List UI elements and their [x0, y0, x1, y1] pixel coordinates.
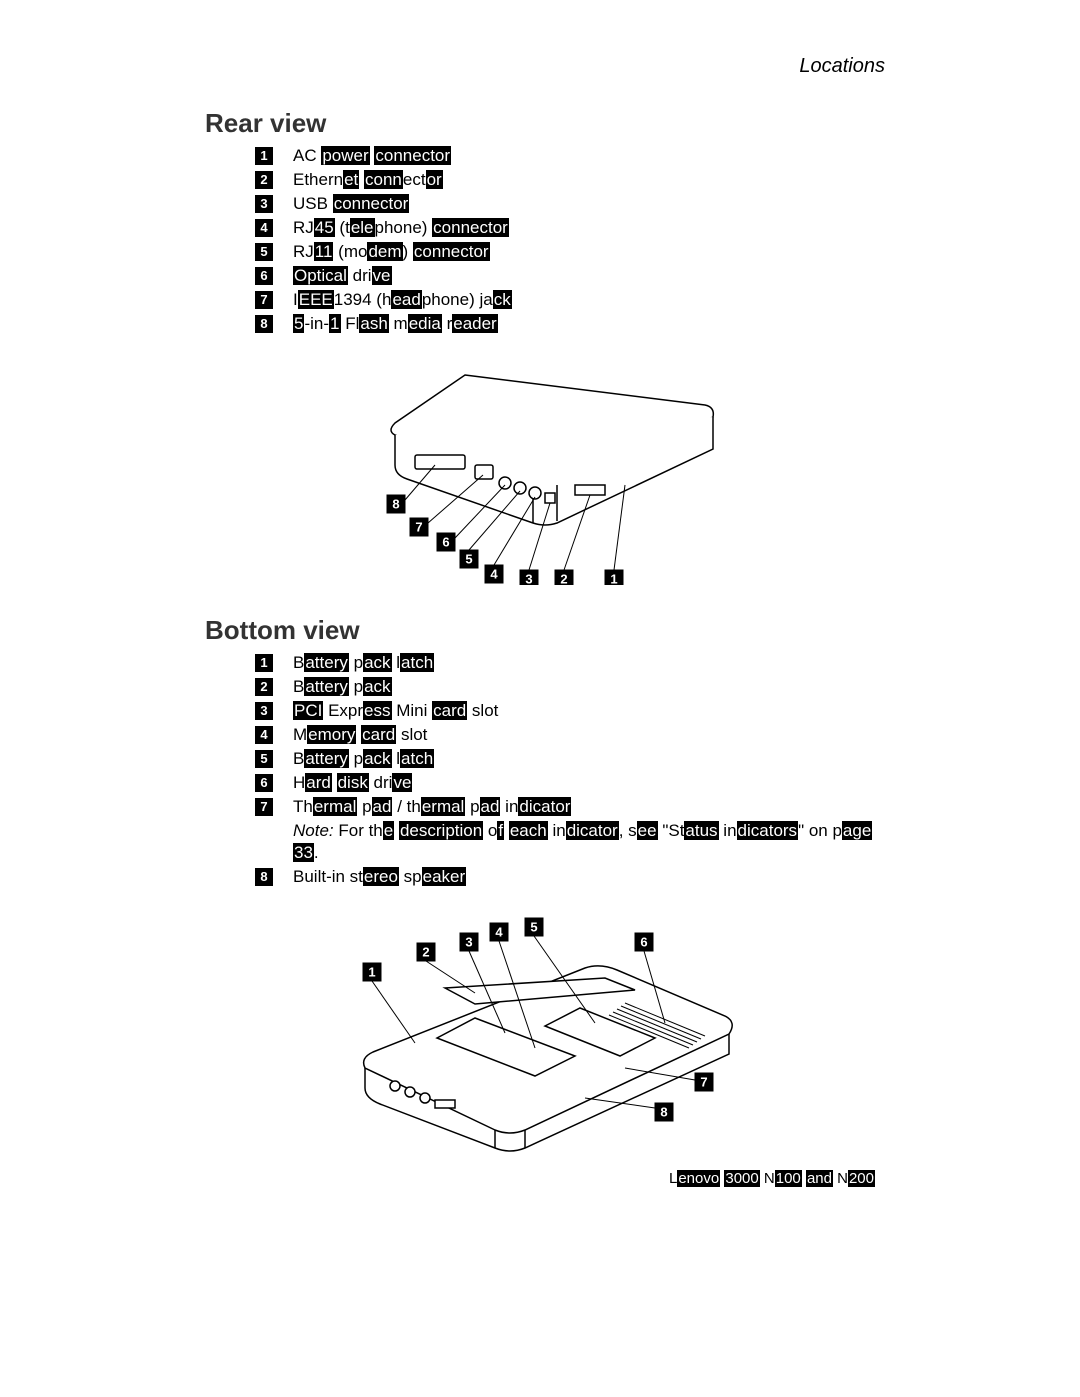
svg-text:3: 3 — [525, 572, 532, 586]
num-badge: 7 — [255, 291, 273, 309]
page-content: Locations Rear view 1 AC power connector… — [205, 55, 885, 1198]
item-text: Note: For the description of each indica… — [293, 820, 885, 864]
bottom-view-title: Bottom view — [205, 615, 885, 646]
num-badge: 3 — [255, 702, 273, 720]
svg-text:1: 1 — [610, 572, 617, 586]
num-badge: 8 — [255, 868, 273, 886]
item-text: 5-in-1 Flash media reader — [293, 313, 885, 335]
num-badge: 5 — [255, 750, 273, 768]
num-badge: 2 — [255, 678, 273, 696]
svg-text:3: 3 — [465, 935, 472, 950]
item-text: Thermal pad / thermal pad indicator — [293, 796, 885, 818]
svg-text:5: 5 — [465, 552, 472, 567]
item-text: AC power connector — [293, 145, 885, 167]
num-badge: 7 — [255, 798, 273, 816]
svg-text:4: 4 — [490, 567, 498, 582]
list-item: 5 RJ11 (modem) connector — [255, 241, 885, 263]
num-badge: 6 — [255, 774, 273, 792]
svg-text:6: 6 — [640, 935, 647, 950]
num-badge: 1 — [255, 654, 273, 672]
svg-text:8: 8 — [660, 1105, 667, 1120]
num-badge-empty — [255, 820, 273, 838]
item-text: Battery pack latch — [293, 652, 885, 674]
list-item: 7 IEEE1394 (headphone) jack — [255, 289, 885, 311]
item-text: Optical drive — [293, 265, 885, 287]
svg-text:4: 4 — [495, 925, 503, 940]
page-footer: Lenovo 3000 N100 and N200 — [669, 1170, 875, 1187]
page-header: Locations — [205, 55, 885, 78]
num-badge: 2 — [255, 171, 273, 189]
svg-text:7: 7 — [415, 520, 422, 535]
item-text: Battery pack latch — [293, 748, 885, 770]
svg-text:7: 7 — [700, 1075, 707, 1090]
list-item: 3 PCI Express Mini card slot — [255, 700, 885, 722]
svg-text:2: 2 — [422, 945, 429, 960]
num-badge: 4 — [255, 219, 273, 237]
num-badge: 6 — [255, 267, 273, 285]
list-item: 6 Hard disk drive — [255, 772, 885, 794]
item-text: Memory card slot — [293, 724, 885, 746]
list-item: 8 Built-in stereo speaker — [255, 866, 885, 888]
num-badge: 1 — [255, 147, 273, 165]
list-item: 4 RJ45 (telephone) connector — [255, 217, 885, 239]
item-text: RJ45 (telephone) connector — [293, 217, 885, 239]
bottom-diagram: 1 2 3 4 5 6 7 8 — [205, 908, 885, 1168]
list-item: 1 Battery pack latch — [255, 652, 885, 674]
item-text: Built-in stereo speaker — [293, 866, 885, 888]
list-item: 2 Battery pack — [255, 676, 885, 698]
rear-diagram: 8 7 6 5 4 3 2 1 — [205, 355, 885, 585]
list-item: 3 USB connector — [255, 193, 885, 215]
item-text: Hard disk drive — [293, 772, 885, 794]
list-item: 5 Battery pack latch — [255, 748, 885, 770]
num-badge: 5 — [255, 243, 273, 261]
svg-text:8: 8 — [392, 497, 399, 512]
svg-text:5: 5 — [530, 920, 537, 935]
svg-text:6: 6 — [442, 535, 449, 550]
list-item: 6 Optical drive — [255, 265, 885, 287]
item-text: PCI Express Mini card slot — [293, 700, 885, 722]
rear-view-title: Rear view — [205, 108, 885, 139]
list-item: 4 Memory card slot — [255, 724, 885, 746]
num-badge: 4 — [255, 726, 273, 744]
item-text: Battery pack — [293, 676, 885, 698]
list-item-note: Note: For the description of each indica… — [255, 820, 885, 864]
svg-text:1: 1 — [368, 965, 375, 980]
bottom-item-list: 1 Battery pack latch 2 Battery pack 3 PC… — [255, 652, 885, 888]
num-badge: 8 — [255, 315, 273, 333]
num-badge: 3 — [255, 195, 273, 213]
list-item: 1 AC power connector — [255, 145, 885, 167]
list-item: 8 5-in-1 Flash media reader — [255, 313, 885, 335]
item-text: Ethernet connector — [293, 169, 885, 191]
item-text: RJ11 (modem) connector — [293, 241, 885, 263]
item-text: USB connector — [293, 193, 885, 215]
list-item: 7 Thermal pad / thermal pad indicator — [255, 796, 885, 818]
svg-text:2: 2 — [560, 572, 567, 586]
rear-item-list: 1 AC power connector 2 Ethernet connecto… — [255, 145, 885, 335]
item-text: IEEE1394 (headphone) jack — [293, 289, 885, 311]
list-item: 2 Ethernet connector — [255, 169, 885, 191]
